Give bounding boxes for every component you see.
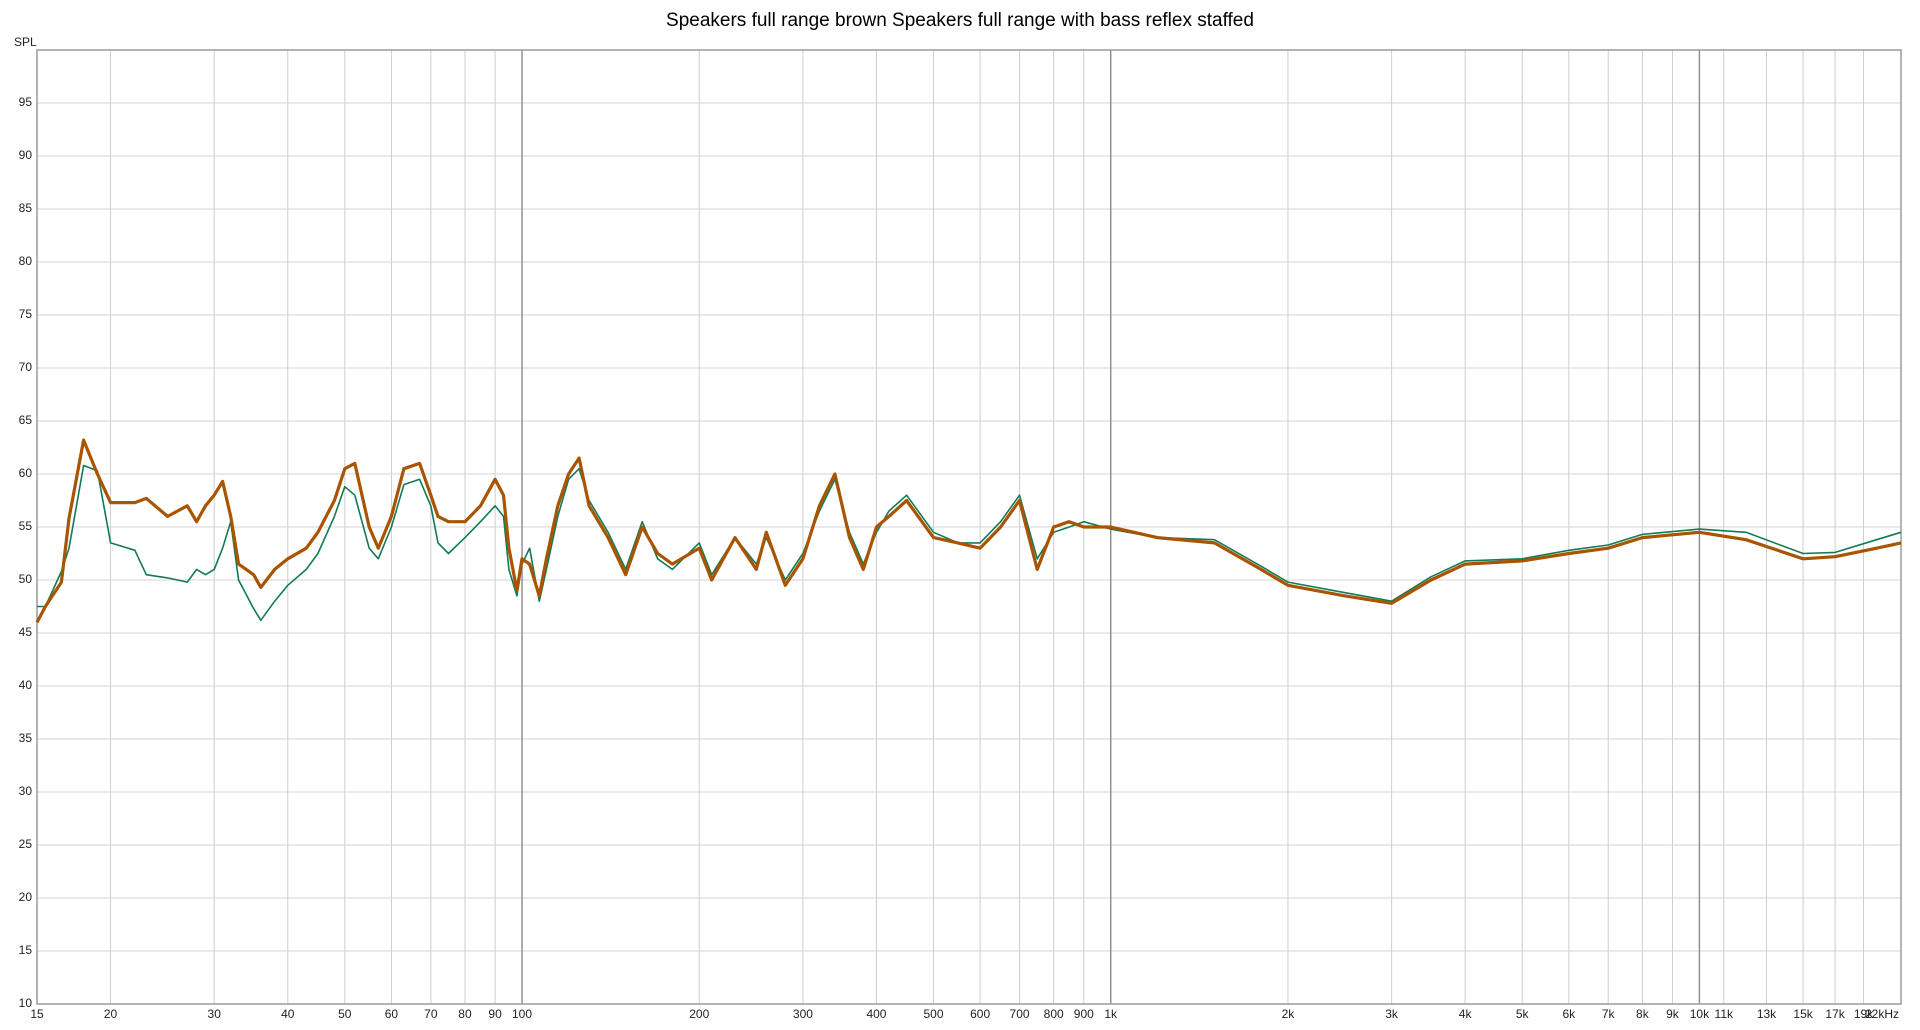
y-tick-label: 75 — [19, 307, 33, 321]
x-tick-label: 80 — [458, 1007, 472, 1021]
x-tick-label: 7k — [1602, 1007, 1616, 1021]
x-tick-label: 800 — [1044, 1007, 1064, 1021]
y-tick-label: 50 — [19, 572, 33, 586]
x-tick-label: 1k — [1104, 1007, 1118, 1021]
y-tick-label: 70 — [19, 360, 33, 374]
x-tick-label: 13k — [1757, 1007, 1777, 1021]
y-tick-label: 20 — [19, 890, 33, 904]
chart-title: Speakers full range brown Speakers full … — [666, 10, 1254, 31]
x-tick-label: 600 — [970, 1007, 990, 1021]
x-tick-label: 4k — [1459, 1007, 1473, 1021]
x-tick-label: 17k — [1825, 1007, 1845, 1021]
y-tick-label: 90 — [19, 148, 33, 162]
x-tick-label: 900 — [1074, 1007, 1094, 1021]
y-tick-label: 80 — [19, 254, 33, 268]
y-tick-label: 10 — [19, 996, 33, 1010]
y-tick-label: 60 — [19, 466, 33, 480]
x-tick-label: 40 — [281, 1007, 295, 1021]
y-tick-label: 85 — [19, 201, 33, 215]
x-tick-label: 15 — [30, 1007, 44, 1021]
x-tick-label: 700 — [1010, 1007, 1030, 1021]
y-tick-label: 65 — [19, 413, 33, 427]
x-tick-label: 2k — [1282, 1007, 1296, 1021]
y-tick-label: 95 — [19, 95, 33, 109]
plot-frame — [36, 49, 1902, 1005]
x-tick-label: 60 — [385, 1007, 399, 1021]
x-tick-label: 50 — [338, 1007, 352, 1021]
series-line — [35, 438, 1902, 624]
x-tick-label: 200 — [689, 1007, 709, 1021]
x-tick-label: 10k — [1690, 1007, 1710, 1021]
x-tick-label: 90 — [488, 1007, 502, 1021]
y-axis-label: SPL — [14, 35, 37, 49]
y-tick-label: 55 — [19, 519, 33, 533]
x-tick-label: 11k — [1715, 1007, 1734, 1021]
y-tick-label: 45 — [19, 625, 33, 639]
y-tick-label: 30 — [19, 784, 33, 798]
y-tick-label: 15 — [19, 943, 33, 957]
x-tick-label: 300 — [793, 1007, 813, 1021]
y-tick-label: 35 — [19, 731, 33, 745]
x-tick-label: 3k — [1385, 1007, 1399, 1021]
x-tick-label: 22kHz — [1865, 1007, 1899, 1021]
y-tick-label: 40 — [19, 678, 33, 692]
x-tick-label: 15k — [1793, 1007, 1813, 1021]
x-tick-label: 5k — [1516, 1007, 1530, 1021]
x-tick-label: 20 — [104, 1007, 118, 1021]
x-tick-label: 500 — [923, 1007, 943, 1021]
y-tick-label: 25 — [19, 837, 33, 851]
x-tick-label: 400 — [866, 1007, 886, 1021]
x-tick-label: 6k — [1562, 1007, 1576, 1021]
x-tick-label: 100 — [512, 1007, 532, 1021]
x-tick-label: 9k — [1666, 1007, 1680, 1021]
x-tick-label: 8k — [1636, 1007, 1650, 1021]
x-tick-label: 30 — [208, 1007, 222, 1021]
x-tick-label: 70 — [424, 1007, 438, 1021]
x-tick-label: 19k — [1854, 1007, 1874, 1021]
